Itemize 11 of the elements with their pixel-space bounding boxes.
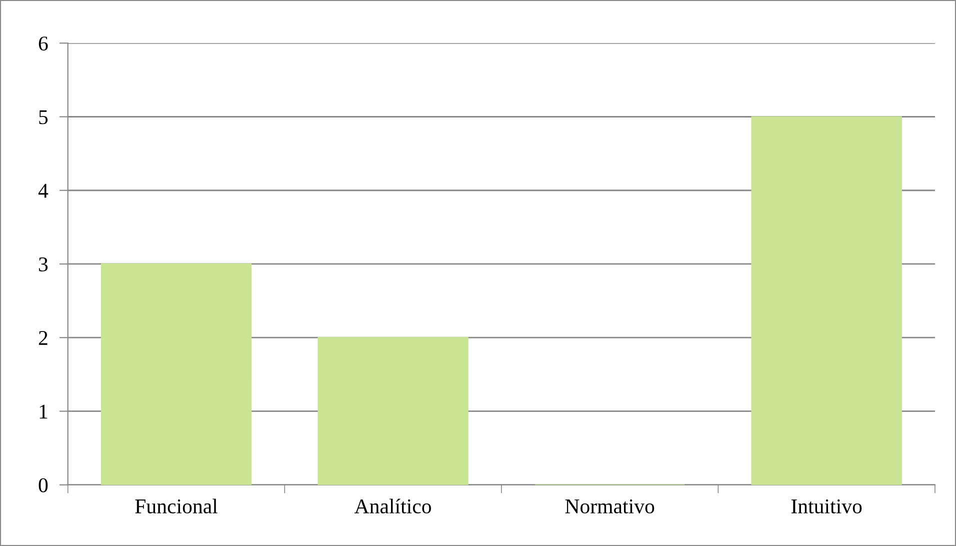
y-tick-label: 1 bbox=[40, 404, 48, 418]
x-tick-label: Intuitivo bbox=[791, 499, 862, 514]
y-tick-label: 3 bbox=[39, 257, 48, 272]
y-tick-label: 4 bbox=[38, 184, 48, 198]
y-tick-label: 2 bbox=[38, 331, 48, 345]
y-tick-label: 0 bbox=[38, 478, 48, 492]
x-tick-label: Normativo bbox=[565, 499, 654, 514]
y-tick-label: 5 bbox=[39, 110, 48, 124]
x-tick-label: Analítico bbox=[354, 498, 432, 514]
y-tick-label: 6 bbox=[38, 36, 48, 51]
x-tick-label: Funcional bbox=[135, 498, 218, 514]
